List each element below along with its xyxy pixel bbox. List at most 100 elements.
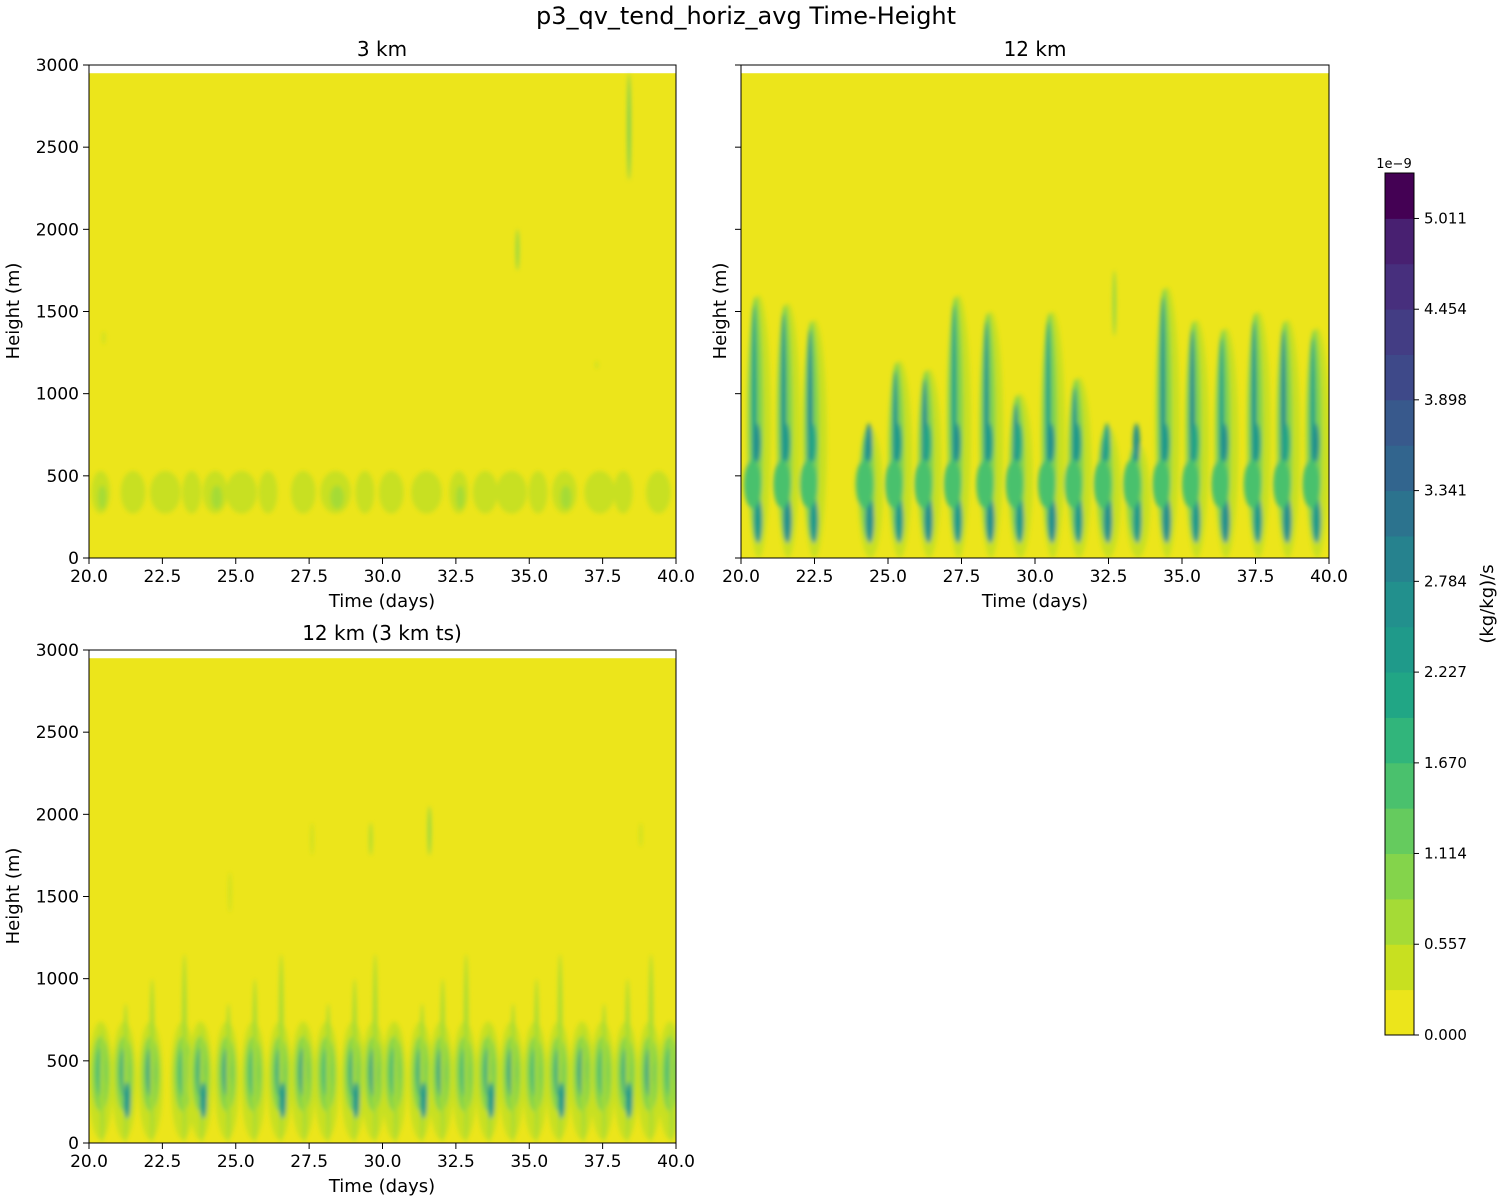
x-tick-label: 20.0 — [70, 1152, 108, 1172]
shallow-plume — [325, 1003, 331, 1143]
shallow-low-core — [420, 1082, 428, 1119]
panel-12km: 12 km 20.0 22.5 25.0 27.5 30.0 32.5 35.0 37.5 40… — [710, 37, 1348, 612]
colorbar-band — [1385, 672, 1414, 718]
colorbar-tick-label: 1.114 — [1424, 844, 1467, 862]
x-tick-label: 37.5 — [584, 567, 622, 587]
streak — [228, 871, 232, 913]
convection-mid-band — [773, 459, 791, 509]
shallow-plume — [601, 1003, 607, 1143]
shallow-plume — [252, 978, 258, 1143]
x-axis-label-12km-3km-ts: Time (days) — [328, 1176, 435, 1197]
streak — [102, 331, 106, 345]
shallow-plume — [625, 978, 630, 1143]
shallow-low-core — [123, 1082, 131, 1119]
streak — [516, 229, 519, 271]
convection-mid-band — [885, 459, 903, 509]
shallow-plume — [419, 1003, 425, 1143]
convection-mid-band — [943, 459, 962, 509]
y-tick-label: 1000 — [36, 385, 79, 405]
shallow-plume — [372, 954, 378, 1143]
colorbar-tick-label: 0.000 — [1424, 1026, 1467, 1044]
convection-mid-band — [976, 459, 994, 509]
convection-low-core — [753, 497, 763, 544]
colorbar-band — [1385, 581, 1414, 628]
x-tick-label: 22.5 — [143, 567, 181, 587]
convection-low-core — [894, 497, 904, 544]
heatmap-12km-3km-ts — [89, 658, 676, 1143]
convection-low-core — [1221, 497, 1230, 544]
x-tick-label: 22.5 — [796, 567, 834, 587]
colorbar-band — [1385, 490, 1414, 537]
colorbar-band — [1385, 535, 1414, 582]
shallow-plume — [226, 1003, 231, 1143]
x-tick-label: 27.5 — [943, 567, 981, 587]
shallow-plume — [534, 978, 539, 1143]
y-tick-label: 2500 — [36, 138, 79, 158]
convection-mid-band — [1302, 459, 1321, 509]
band-event-core — [535, 485, 544, 510]
colorbar-tick-label: 1.670 — [1424, 754, 1467, 772]
y-tick-label: 1500 — [36, 303, 79, 323]
heatmap-3km — [89, 73, 676, 558]
y-tick-label: 500 — [47, 467, 79, 487]
y-tick-label: 0 — [68, 1134, 79, 1154]
x-ticks-3km: 20.0 22.5 25.0 27.5 30.0 32.5 35.0 37.5 40.0 — [70, 558, 695, 587]
panel-12km-3km-ts: 12 km (3 km ts) 20.0 22.5 25.0 27.5 30.0 32.5… — [3, 621, 695, 1197]
shallow-plume — [149, 978, 155, 1143]
colorbar-tick-label: 3.341 — [1424, 482, 1467, 500]
convection-upper-core — [1074, 423, 1082, 463]
streak — [595, 360, 599, 370]
shallow-plume — [440, 978, 446, 1143]
y-tick-label: 500 — [47, 1052, 79, 1072]
convection-upper-core — [1282, 423, 1290, 463]
band-event-core — [654, 485, 666, 510]
convection-upper-core — [894, 423, 902, 463]
x-tick-label: 32.5 — [1090, 567, 1128, 587]
shallow-low-core — [279, 1082, 287, 1119]
x-tick-label: 27.5 — [290, 567, 328, 587]
band-event-core — [594, 485, 609, 510]
band-event-core — [128, 485, 141, 510]
convection-mid-band — [1273, 459, 1291, 509]
field-base — [741, 73, 1329, 558]
convection-mid-band — [799, 459, 818, 509]
shallow-plume — [352, 978, 357, 1143]
convection-low-core — [1015, 497, 1025, 544]
figure-title: p3_qv_tend_horiz_avg Time-Height — [536, 2, 956, 30]
shallow-plume — [123, 1003, 129, 1143]
streak — [427, 806, 431, 856]
band-event-core — [211, 485, 223, 510]
band-event-core — [560, 485, 572, 510]
panel-title-3km: 3 km — [357, 37, 407, 61]
panel-title-12km-3km-ts: 12 km (3 km ts) — [302, 621, 462, 645]
shallow-plume — [99, 1027, 105, 1143]
y-ticks-3km: 0 500 1000 1500 2000 2500 3000 — [36, 56, 89, 569]
x-tick-label: 25.0 — [869, 567, 907, 587]
convection-upper-core — [1162, 423, 1170, 463]
convection-mid-band — [1037, 459, 1056, 509]
colorbar-band — [1385, 445, 1414, 492]
y-tick-label: 0 — [68, 549, 79, 569]
convection-low-core — [1047, 497, 1057, 544]
convection-low-core — [1074, 497, 1083, 544]
shallow-low-core — [487, 1082, 495, 1119]
panel-3km: 3 km 20.0 22.5 25.0 27.5 30.0 32.5 35.0 37.5 40.… — [3, 37, 695, 612]
colorbar-band — [1385, 898, 1414, 945]
convection-upper-core — [1047, 423, 1055, 463]
y-tick-label: 2500 — [36, 723, 79, 743]
convection-low-core — [1253, 497, 1263, 544]
field-events — [89, 806, 676, 1143]
x-tick-label: 30.0 — [364, 567, 402, 587]
shallow-low-core — [625, 1082, 633, 1119]
convection-upper-core — [1253, 423, 1261, 463]
x-axis-label-12km: Time (days) — [981, 591, 1088, 612]
shallow-low-core — [352, 1082, 360, 1119]
convection-upper-core — [953, 423, 961, 463]
shallow-plume — [302, 1027, 308, 1143]
colorbar-frame — [1384, 172, 1415, 1036]
x-axis-label-3km: Time (days) — [328, 591, 435, 612]
colorbar-tick-label: 2.227 — [1424, 663, 1467, 681]
x-tick-label: 30.0 — [364, 1152, 402, 1172]
shallow-plume — [463, 954, 469, 1143]
shallow-plume — [669, 1027, 674, 1143]
